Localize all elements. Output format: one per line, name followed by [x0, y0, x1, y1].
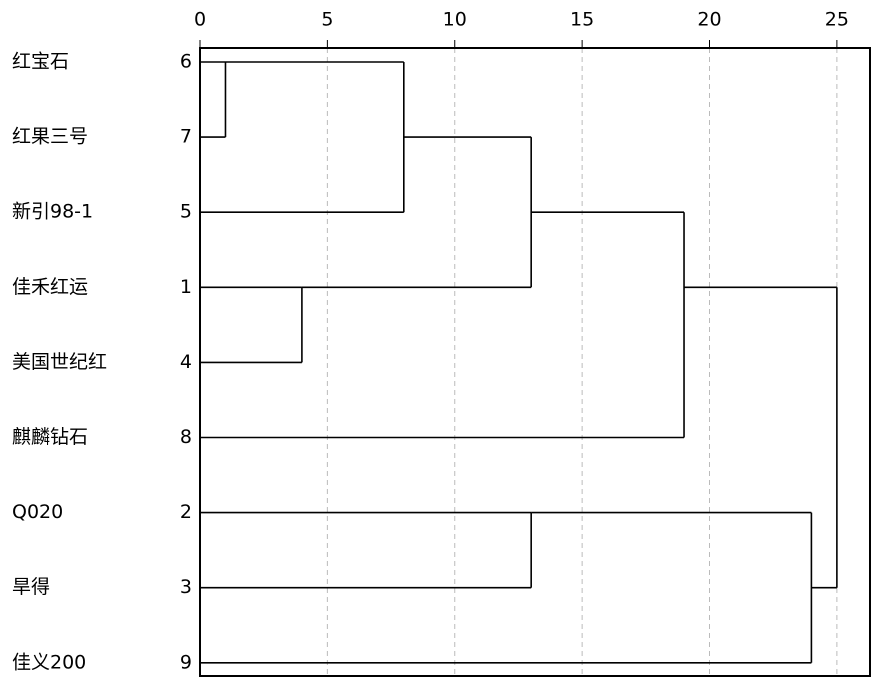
leaf-id: 2	[180, 501, 192, 523]
x-tick-label: 15	[570, 9, 594, 31]
leaf-label: 旱得	[12, 576, 50, 598]
x-tick-label: 25	[825, 9, 849, 31]
leaf-id: 4	[180, 351, 192, 373]
leaf-label: 佳禾红运	[12, 276, 88, 298]
leaf-label: 红果三号	[12, 126, 88, 148]
x-tick-label: 5	[321, 9, 333, 31]
leaf-label: 美国世纪红	[12, 351, 107, 373]
x-tick-label: 20	[697, 9, 721, 31]
x-tick-label: 10	[443, 9, 467, 31]
leaf-id: 9	[180, 651, 192, 673]
leaf-id: 7	[180, 126, 192, 148]
x-tick-label: 0	[194, 9, 206, 31]
leaf-label: 佳义200	[12, 651, 86, 673]
leaf-id: 3	[180, 576, 192, 598]
leaf-id: 6	[180, 51, 192, 73]
leaf-label: Q020	[12, 501, 63, 523]
leaf-id: 1	[180, 276, 192, 298]
leaf-id: 5	[180, 201, 192, 223]
leaf-label: 麒麟钻石	[12, 426, 88, 448]
leaf-id: 8	[180, 426, 192, 448]
leaf-label: 红宝石	[12, 51, 69, 73]
leaf-label: 新引98-1	[12, 201, 93, 223]
